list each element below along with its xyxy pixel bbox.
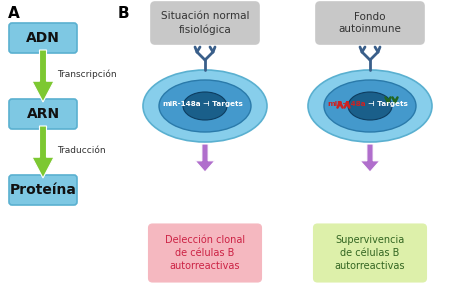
- FancyBboxPatch shape: [313, 224, 427, 282]
- Text: Supervivencia
de células B
autorreactivas: Supervivencia de células B autorreactiva…: [335, 235, 405, 271]
- Text: ⊣ Targets: ⊣ Targets: [368, 101, 408, 107]
- Text: miR-148a: miR-148a: [327, 101, 365, 107]
- Text: Transcripción: Transcripción: [57, 69, 117, 79]
- Text: Situación normal
fisiológica: Situación normal fisiológica: [161, 12, 249, 35]
- Text: B: B: [118, 6, 129, 21]
- Text: A: A: [8, 6, 20, 21]
- FancyBboxPatch shape: [9, 175, 77, 205]
- FancyBboxPatch shape: [9, 99, 77, 129]
- Text: Delección clonal
de células B
autorreactivas: Delección clonal de células B autorreact…: [165, 235, 245, 271]
- Text: miR-148a: miR-148a: [162, 101, 201, 107]
- Text: Traducción: Traducción: [57, 146, 106, 155]
- Polygon shape: [32, 50, 54, 102]
- Ellipse shape: [143, 70, 267, 142]
- FancyBboxPatch shape: [316, 2, 424, 44]
- Polygon shape: [360, 144, 380, 172]
- Ellipse shape: [324, 80, 416, 132]
- FancyBboxPatch shape: [148, 224, 262, 282]
- FancyBboxPatch shape: [151, 2, 259, 44]
- Text: Fondo
autoinmune: Fondo autoinmune: [338, 12, 401, 34]
- Polygon shape: [195, 144, 215, 172]
- Ellipse shape: [183, 92, 227, 120]
- FancyBboxPatch shape: [9, 23, 77, 53]
- Ellipse shape: [348, 92, 392, 120]
- Ellipse shape: [159, 80, 251, 132]
- Text: ADN: ADN: [26, 31, 60, 45]
- Text: Proteína: Proteína: [9, 183, 76, 197]
- Polygon shape: [32, 126, 54, 178]
- Text: ARN: ARN: [27, 107, 60, 121]
- Text: ⊣ Targets: ⊣ Targets: [203, 101, 243, 107]
- Ellipse shape: [308, 70, 432, 142]
